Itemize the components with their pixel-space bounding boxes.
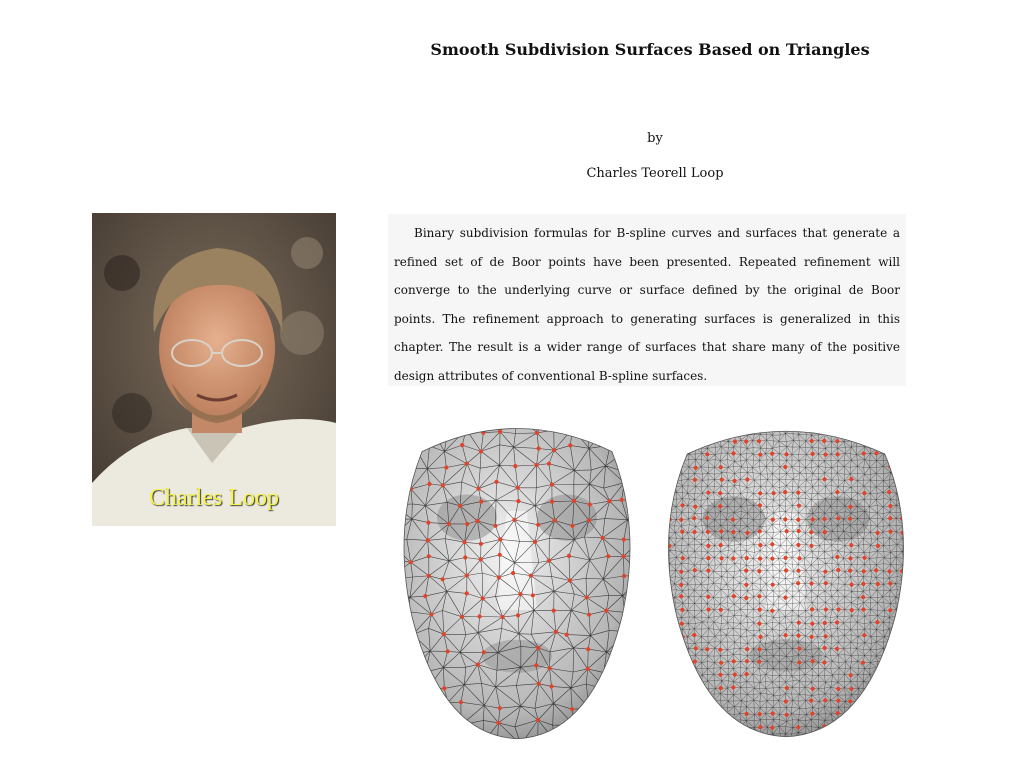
portrait-illustration [92,213,336,526]
refined-triangle-mesh-face-icon [668,430,904,738]
abstract-text: Binary subdivision formulas for B-spline… [394,226,900,383]
abstract-block: Binary subdivision formulas for B-spline… [388,214,906,386]
coarse-triangle-mesh-face-icon [403,428,631,740]
author-name: Charles Teorell Loop [586,166,724,181]
paper-title: Smooth Subdivision Surfaces Based on Tri… [430,40,870,59]
byline: by [647,131,663,146]
photo-caption: Charles Loop [149,485,279,511]
author-photo: Charles Loop [92,213,336,526]
